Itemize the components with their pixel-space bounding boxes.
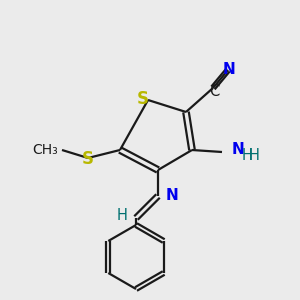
Text: N: N xyxy=(223,61,236,76)
Text: N: N xyxy=(232,142,245,158)
Text: S: S xyxy=(137,90,149,108)
Text: CH₃: CH₃ xyxy=(32,143,58,157)
Text: H: H xyxy=(117,208,128,224)
Text: H: H xyxy=(249,148,260,163)
Text: N: N xyxy=(166,188,179,203)
Text: C: C xyxy=(209,83,219,98)
Text: S: S xyxy=(82,150,94,168)
Text: H: H xyxy=(242,148,253,163)
